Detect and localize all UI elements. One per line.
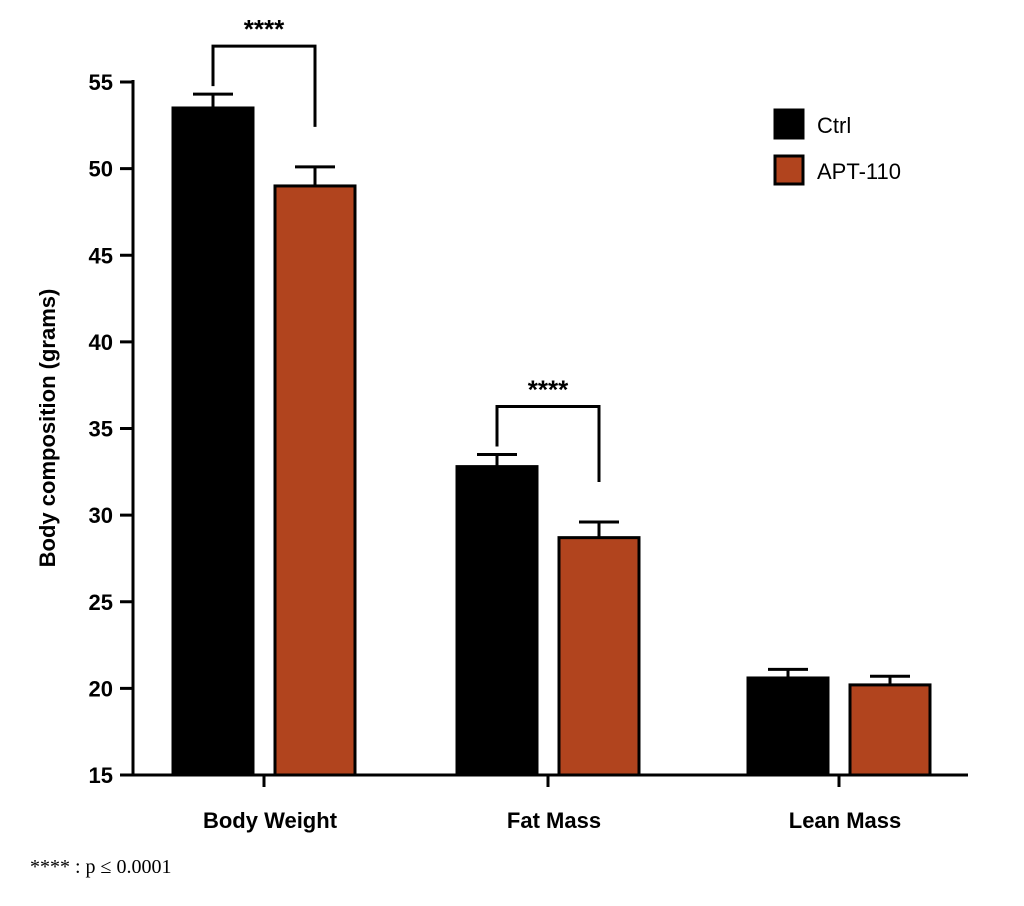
footnote: **** : p ≤ 0.0001 [30,856,172,878]
x-tick-label: Fat Mass [507,808,601,833]
significance-label: **** [244,14,285,44]
significance-brackets: **** **** [211,14,601,483]
y-axis: 15 20 25 30 35 40 45 50 55 [89,70,135,788]
x-axis: Body Weight Fat Mass Lean Mass [132,773,968,833]
legend-swatch [773,108,805,140]
legend-swatch [773,154,805,186]
legend: Ctrl APT-110 [773,108,901,186]
x-tick-label: Lean Mass [789,808,902,833]
bar [171,106,255,777]
bars [171,92,932,777]
y-tick-label: 20 [89,676,113,701]
y-tick-label: 55 [89,70,113,95]
bar [746,676,830,777]
bar [273,184,357,777]
y-tick-label: 15 [89,763,113,788]
legend-label: Ctrl [817,113,851,138]
y-tick-label: 45 [89,243,113,268]
legend-label: APT-110 [817,159,901,184]
y-tick-label: 30 [89,503,113,528]
x-tick-label: Body Weight [203,808,338,833]
bar [557,536,641,777]
y-axis-title: Body composition (grams) [35,289,60,568]
y-tick-label: 50 [89,157,113,182]
bar-chart: 15 20 25 30 35 40 45 50 55 Body Weight Fat Mass Le… [35,14,968,833]
significance-bracket [211,44,317,127]
bar [455,465,539,777]
bar [848,683,932,777]
significance-bracket [495,404,601,483]
significance-label: **** [528,374,569,404]
y-tick-label: 25 [89,590,113,615]
y-tick-label: 35 [89,417,113,442]
y-tick-label: 40 [89,330,113,355]
